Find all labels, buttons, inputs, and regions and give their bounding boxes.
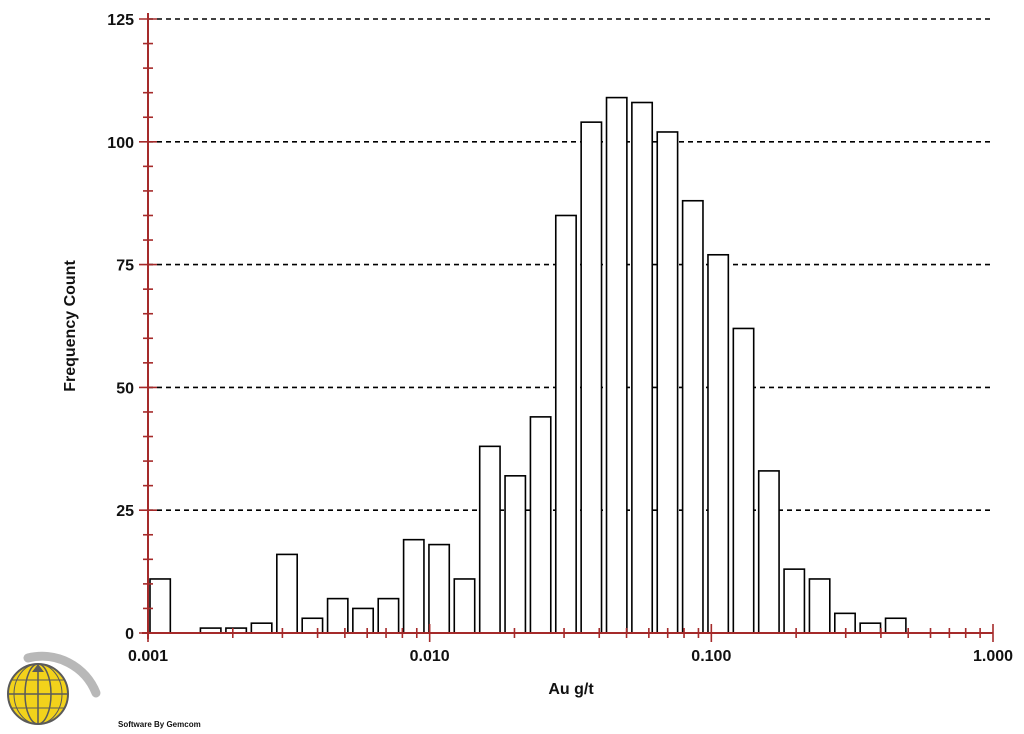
histogram-bar <box>656 131 679 634</box>
histogram-bars <box>149 96 907 634</box>
tick-labels: 0 25 50 75 100 125 0.001 0.010 0.100 1.000 <box>107 12 1013 665</box>
gemcom-globe-logo-icon <box>7 651 101 725</box>
grid-lines <box>148 18 993 512</box>
y-tick-label: 75 <box>116 258 134 275</box>
histogram-bar <box>301 617 324 634</box>
histogram-bar <box>757 470 780 634</box>
histogram-bar <box>808 578 831 634</box>
histogram-bar <box>732 327 755 634</box>
y-axis-title: Frequency Count <box>62 260 79 392</box>
x-axis-title: Au g/t <box>548 681 594 698</box>
histogram-bar <box>681 199 704 634</box>
y-tick-label: 25 <box>116 503 134 520</box>
histogram-bar <box>605 96 628 634</box>
histogram-bar <box>149 578 172 634</box>
x-tick-label: 0.001 <box>128 648 168 665</box>
y-tick-label: 50 <box>116 380 134 397</box>
histogram-bar <box>529 416 552 634</box>
histogram-bar <box>631 101 654 634</box>
histogram-bar <box>884 617 907 634</box>
y-tick-label: 0 <box>125 626 134 643</box>
y-tick-label: 125 <box>107 12 134 29</box>
histogram-bar <box>352 607 375 634</box>
y-tick-label: 100 <box>107 135 134 152</box>
histogram-bar <box>707 253 730 634</box>
histogram-bar <box>504 475 527 634</box>
histogram-bar <box>783 568 806 634</box>
histogram-bar <box>580 121 603 634</box>
histogram-bar <box>478 445 501 634</box>
x-tick-label: 0.010 <box>410 648 450 665</box>
software-credit-text: Software By Gemcom <box>118 720 201 729</box>
histogram-bar <box>250 622 273 634</box>
histogram-bar <box>402 538 425 634</box>
axes <box>139 13 994 642</box>
histogram-bar <box>554 214 577 634</box>
x-tick-label: 0.100 <box>691 648 731 665</box>
x-tick-label: 1.000 <box>973 648 1013 665</box>
histogram-bar <box>859 622 882 634</box>
histogram-bar <box>326 597 349 634</box>
histogram-bar <box>377 597 400 634</box>
histogram-bar <box>428 543 451 634</box>
histogram-bar <box>276 553 298 634</box>
histogram-bar <box>453 578 476 634</box>
